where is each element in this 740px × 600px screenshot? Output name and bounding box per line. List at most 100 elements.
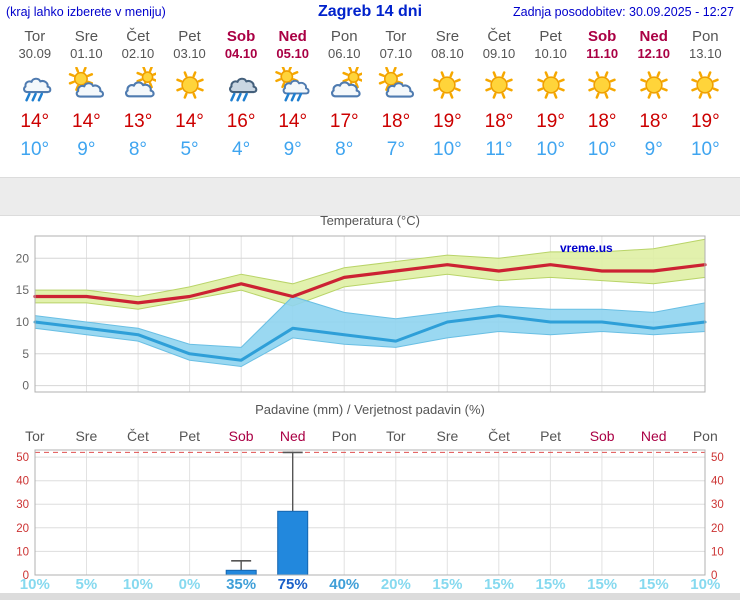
- day-name: Ned: [639, 28, 668, 45]
- day-column-2: Sre 01.10 14° 9°: [61, 28, 113, 165]
- precip-probability: 0%: [178, 576, 201, 593]
- day-max-temperature: 18°: [381, 111, 411, 132]
- partly-cloudy-icon: [61, 62, 113, 108]
- precip-day-label: Čet: [488, 428, 510, 444]
- day-max-temperature: 16°: [226, 111, 256, 132]
- svg-text:20: 20: [711, 523, 724, 535]
- precip-probability: 10%: [122, 576, 153, 593]
- svg-text:5: 5: [22, 347, 29, 361]
- day-min-temperature: 7°: [386, 139, 405, 160]
- day-name: Tor: [385, 28, 407, 45]
- day-min-temperature: 8°: [335, 139, 354, 160]
- day-column-6: Ned 05.10 14° 9°: [267, 28, 319, 165]
- day-column-11: Pet 10.10 19° 10°: [525, 28, 577, 165]
- day-max-temperature: 14°: [20, 111, 50, 132]
- day-date: 12.10: [637, 46, 670, 61]
- day-date: 06.10: [327, 46, 361, 61]
- svg-text:50: 50: [16, 452, 29, 464]
- precip-day-label: Čet: [127, 428, 149, 444]
- day-name: Sre: [435, 28, 460, 45]
- day-column-1: Tor 30.09 14° 10°: [9, 28, 61, 165]
- precip-probability: 20%: [380, 576, 411, 593]
- precip-day-label: Pet: [540, 428, 562, 444]
- precip-probability: 40%: [329, 576, 360, 593]
- day-column-4: Pet 03.10 14° 5°: [164, 28, 216, 165]
- svg-text:vreme.us: vreme.us: [560, 241, 613, 255]
- day-date: 13.10: [689, 46, 722, 61]
- day-name: Pet: [178, 28, 201, 45]
- precip-day-label: Tor: [25, 428, 45, 444]
- day-column-10: Čet 09.10 18° 11°: [473, 28, 525, 165]
- precip-day-labels: Tor Sre Čet Pet Sob Ned Pon Tor Sre Čet Pet Sob Ned P…: [9, 428, 731, 444]
- day-max-temperature: 18°: [639, 111, 669, 132]
- day-min-temperature: 8°: [128, 139, 148, 160]
- day-name: Sob: [587, 28, 617, 45]
- rain-icon: [215, 62, 267, 108]
- svg-text:30: 30: [16, 499, 29, 511]
- sunny-icon: [576, 62, 628, 108]
- day-min-temperature: 10°: [20, 139, 50, 160]
- day-min-temperature: 9°: [283, 139, 302, 160]
- forecast-days-row: Tor 30.09 14° 10° Sre 01.10 14° 9° Čet 02.10 13° 8°…: [9, 28, 731, 165]
- last-update-label: Zadnja posodobitev: 30.09.2025 - 12:27: [512, 5, 734, 19]
- day-min-temperature: 10°: [536, 139, 565, 160]
- svg-text:40: 40: [711, 476, 724, 488]
- day-max-temperature: 19°: [536, 111, 565, 132]
- temperature-chart: 0 5 10 15 20 vreme.us: [16, 235, 707, 393]
- day-date: 11.10: [586, 46, 619, 61]
- precip-probability: 15%: [638, 576, 669, 593]
- sunny-icon: [628, 62, 680, 108]
- precip-probability: 75%: [277, 576, 308, 593]
- day-name: Tor: [24, 28, 46, 45]
- day-min-temperature: 11°: [485, 139, 513, 160]
- day-date: 09.10: [482, 46, 516, 61]
- precip-day-label: Pet: [179, 428, 201, 444]
- svg-text:40: 40: [16, 476, 29, 488]
- sunny-icon: [680, 62, 732, 108]
- day-date: 05.10: [276, 46, 309, 61]
- precip-day-label: Sob: [589, 428, 615, 444]
- precipitation-chart-title: Padavine (mm) / Verjetnost padavin (%): [255, 402, 485, 417]
- day-max-temperature: 14°: [175, 111, 204, 132]
- svg-text:0: 0: [711, 570, 717, 580]
- day-min-temperature: 4°: [232, 139, 251, 160]
- day-date: 30.09: [18, 46, 52, 61]
- precip-day-label: Pon: [331, 428, 357, 444]
- day-name: Pet: [539, 28, 562, 45]
- day-min-temperature: 5°: [180, 139, 199, 160]
- sunny-icon: [473, 62, 525, 108]
- precip-day-label: Ned: [640, 428, 667, 444]
- day-min-temperature: 10°: [587, 139, 617, 160]
- precip-day-label: Ned: [279, 428, 306, 444]
- day-name: Čet: [126, 28, 150, 45]
- day-date: 01.10: [70, 46, 103, 61]
- day-max-temperature: 14°: [72, 111, 101, 132]
- mostly-cloudy-icon: [318, 62, 370, 108]
- day-max-temperature: 13°: [123, 111, 153, 132]
- day-max-temperature: 14°: [278, 111, 308, 132]
- day-max-temperature: 19°: [690, 111, 720, 132]
- day-max-temperature: 17°: [329, 111, 359, 132]
- day-column-3: Čet 02.10 13° 8°: [112, 28, 164, 165]
- menu-hint: (kraj lahko izberete v meniju): [6, 5, 166, 19]
- precip-day-label: Tor: [386, 428, 406, 444]
- day-column-14: Pon 13.10 19° 10°: [680, 28, 732, 165]
- day-min-temperature: 9°: [644, 139, 663, 160]
- precip-day-label: Sre: [75, 428, 98, 444]
- day-date: 10.10: [534, 46, 567, 61]
- day-min-temperature: 9°: [77, 139, 96, 160]
- precip-probability: 15%: [483, 576, 514, 593]
- day-column-12: Sob 11.10 18° 10°: [576, 28, 628, 165]
- day-date: 03.10: [173, 46, 206, 61]
- precip-day-label: Sob: [228, 428, 254, 444]
- day-name: Čet: [487, 28, 511, 45]
- sunny-icon: [422, 62, 474, 108]
- day-max-temperature: 18°: [484, 111, 514, 132]
- day-max-temperature: 19°: [433, 111, 462, 132]
- light-rain-icon: [9, 62, 61, 108]
- precip-probability: 35%: [226, 576, 257, 593]
- mostly-cloudy-icon: [112, 62, 164, 108]
- day-name: Sre: [74, 28, 99, 45]
- day-min-temperature: 10°: [433, 139, 462, 160]
